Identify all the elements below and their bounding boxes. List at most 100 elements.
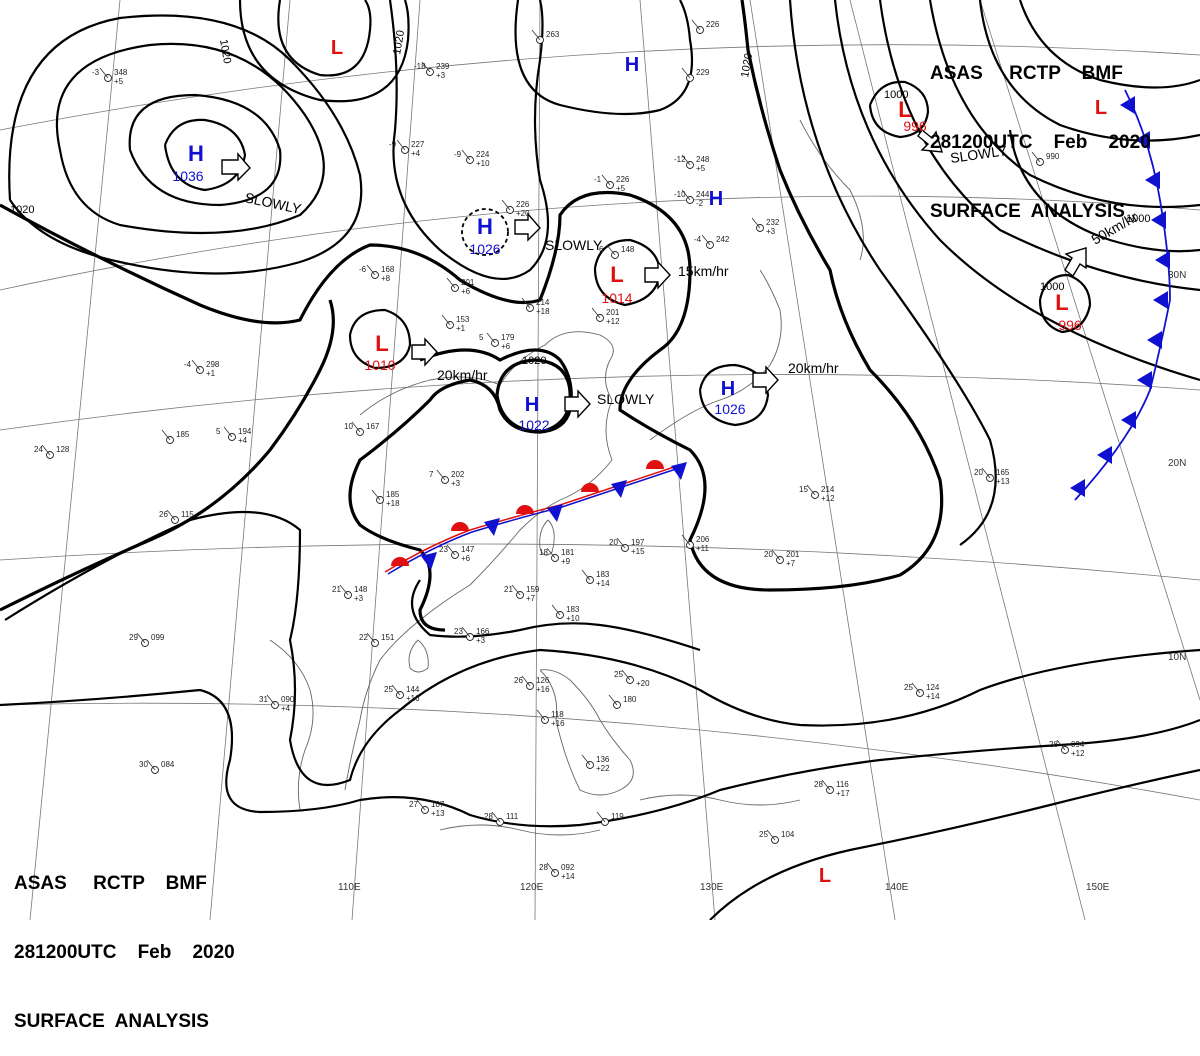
station-pressure-tendency: +1	[206, 369, 216, 378]
station-temperature: 25	[904, 683, 913, 692]
lon-label-120e: 120E	[520, 882, 544, 893]
header-bottom-left: ASAS RCTP BMF 281200UTC Feb 2020 SURFACE…	[14, 826, 235, 1056]
header-top-right: ASAS RCTP BMF 281200UTC Feb 2020 SURFACE…	[930, 16, 1151, 246]
station-temperature: 28	[484, 812, 493, 821]
station-plot: 27 107+13	[409, 799, 445, 818]
lat-line-30n	[0, 195, 1200, 291]
header-title-line2-copy: 281200UTC Feb 2020	[14, 942, 235, 963]
station-plot: 20 197+15	[609, 537, 645, 556]
high-center-2-value: 1026	[469, 241, 500, 257]
station-temperature: 23	[439, 545, 448, 554]
front-warm-semicircle	[391, 557, 409, 566]
low-center-7-letter: L	[819, 865, 831, 887]
station-plot: 25 +20	[614, 669, 650, 688]
station-pressure: 185	[386, 490, 400, 499]
station-wind-barb	[371, 489, 381, 501]
lon-line-160e	[979, 0, 1200, 701]
front-cold-symbols	[421, 462, 687, 570]
station-pressure-tendency: +5	[114, 77, 124, 86]
station-plot: -9 227+4	[389, 139, 425, 158]
station-wind-barb	[691, 19, 701, 31]
station-pressure: 206	[696, 535, 710, 544]
front-cold-triangle	[421, 552, 437, 570]
station-pressure: 159	[526, 585, 540, 594]
station-pressure-tendency: +10	[476, 159, 490, 168]
front-warm-semicircle	[516, 505, 534, 514]
station-pressure: 201	[786, 550, 800, 559]
station-temperature: 26	[159, 510, 168, 519]
station-pressure: 229	[696, 68, 710, 77]
station-pressure: 147	[461, 545, 475, 554]
high-center-6-letter: H	[709, 188, 723, 210]
lon-label-130e: 130E	[700, 882, 724, 893]
station-wind-barb	[501, 199, 511, 211]
isobar-1020-north	[238, 0, 410, 103]
station-plot: -1 226+5	[594, 174, 630, 193]
lon-line-120e	[534, 0, 541, 920]
station-plot: 183+14	[581, 569, 610, 588]
station-pressure-tendency: +9	[561, 557, 571, 566]
station-pressure-tendency: +4	[238, 436, 248, 445]
station-pressure: 226	[616, 175, 630, 184]
isobar-label-7: 1000	[1126, 213, 1150, 225]
station-pressure: 990	[1046, 152, 1060, 161]
station-pressure-tendency: +20	[636, 679, 650, 688]
graticule-labels: 30N 20N 10N 110E 120E 130E 140E 150E	[338, 270, 1186, 893]
isobar-1010-south	[0, 688, 1200, 828]
station-pressure: 090	[281, 695, 295, 704]
isobar-high-1026-japan	[698, 363, 770, 427]
station-pressure-tendency: +3	[766, 227, 776, 236]
station-wind-barb	[551, 604, 561, 616]
station-pressure: 248	[696, 155, 710, 164]
station-plot: 28 116+17	[814, 779, 850, 798]
isobar-east-6	[788, 0, 997, 546]
station-wind-barb	[396, 139, 406, 151]
station-temperature: 25	[614, 670, 623, 679]
station-temperature: -4	[694, 235, 702, 244]
station-temperature: 15	[799, 485, 808, 494]
low-center-3-letter: L	[898, 97, 911, 122]
station-plot: 214+18	[521, 297, 550, 316]
station-pressure: 201	[606, 308, 620, 317]
isobar-1012-south	[4, 510, 1200, 787]
station-temperature: 7	[429, 470, 434, 479]
lat-line-0n	[0, 702, 1200, 801]
station-wind-barb	[596, 811, 606, 823]
isobar-east-5	[833, 0, 1200, 382]
station-pressure: 224	[476, 150, 490, 159]
station-plot: 180	[608, 694, 637, 709]
station-pressure-tendency: +3	[476, 636, 486, 645]
station-wind-barb	[581, 754, 591, 766]
isobar-east-1	[1018, 0, 1200, 89]
station-temperature: 20	[764, 550, 773, 559]
station-pressure: 197	[631, 538, 645, 547]
new-guinea-coast	[639, 794, 801, 806]
isobar-label-1: 1020	[217, 38, 233, 64]
station-plot: 5 194+4	[216, 426, 252, 445]
station-plot: 25 124+14	[904, 682, 940, 701]
lat-line-40n	[0, 44, 1200, 131]
isobar-1008-south	[709, 768, 1200, 920]
station-wind-barb	[41, 444, 51, 456]
station-wind-barb	[521, 675, 531, 687]
station-plot: 29 099	[129, 632, 165, 647]
station-wind-barb	[191, 359, 201, 371]
station-temperature: 5	[479, 333, 484, 342]
station-pressure: 166	[476, 627, 490, 636]
station-wind-barb	[681, 67, 691, 79]
station-wind-barb	[446, 277, 456, 289]
station-pressure: 148	[621, 245, 635, 254]
station-pressure: 183	[596, 570, 610, 579]
station-pressure: 239	[436, 62, 450, 71]
station-pressure-tendency: +12	[606, 317, 620, 326]
isobar-1020-main	[0, 0, 944, 592]
station-pressure: 201	[461, 278, 475, 287]
station-pressure: 202	[451, 470, 465, 479]
low-center-1-letter: L	[375, 331, 388, 356]
station-pressure-tendency: +3	[436, 71, 446, 80]
station-wind-barb	[136, 632, 146, 644]
station-plot: -9 224+10	[454, 149, 490, 168]
isobar-high-north	[514, 0, 694, 116]
station-temperature: 30	[139, 760, 148, 769]
cold-front-east-triangles	[1070, 96, 1170, 497]
